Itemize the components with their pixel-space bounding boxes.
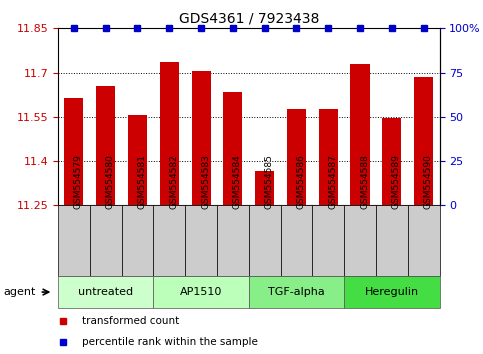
Text: GSM554590: GSM554590	[424, 154, 433, 209]
Text: GSM554588: GSM554588	[360, 154, 369, 209]
Bar	[383, 118, 401, 205]
FancyBboxPatch shape	[122, 205, 154, 276]
FancyBboxPatch shape	[281, 205, 313, 276]
Text: GSM554579: GSM554579	[74, 154, 83, 209]
Text: untreated: untreated	[78, 287, 133, 297]
FancyBboxPatch shape	[344, 276, 440, 308]
Bar	[223, 92, 242, 205]
Bar	[64, 98, 84, 205]
FancyBboxPatch shape	[313, 205, 344, 276]
Text: percentile rank within the sample: percentile rank within the sample	[82, 337, 258, 348]
Bar	[287, 109, 306, 205]
Title: GDS4361 / 7923438: GDS4361 / 7923438	[179, 12, 319, 26]
FancyBboxPatch shape	[344, 205, 376, 276]
FancyBboxPatch shape	[58, 205, 90, 276]
Bar	[192, 71, 211, 205]
Bar	[96, 86, 115, 205]
Bar	[414, 77, 433, 205]
FancyBboxPatch shape	[249, 276, 344, 308]
FancyBboxPatch shape	[58, 276, 154, 308]
Bar	[128, 115, 147, 205]
Text: Heregulin: Heregulin	[365, 287, 419, 297]
Bar	[255, 171, 274, 205]
Text: GSM554582: GSM554582	[169, 154, 178, 209]
Text: GSM554580: GSM554580	[106, 154, 114, 209]
Text: GSM554585: GSM554585	[265, 154, 274, 209]
Text: GSM554587: GSM554587	[328, 154, 337, 209]
Text: TGF-alpha: TGF-alpha	[268, 287, 325, 297]
FancyBboxPatch shape	[249, 205, 281, 276]
Text: GSM554581: GSM554581	[138, 154, 146, 209]
FancyBboxPatch shape	[154, 276, 249, 308]
Text: GSM554586: GSM554586	[297, 154, 305, 209]
Bar	[351, 64, 369, 205]
FancyBboxPatch shape	[154, 205, 185, 276]
Text: GSM554589: GSM554589	[392, 154, 401, 209]
Text: transformed count: transformed count	[82, 316, 179, 326]
FancyBboxPatch shape	[376, 205, 408, 276]
Text: agent: agent	[3, 287, 35, 297]
Text: GSM554584: GSM554584	[233, 154, 242, 209]
FancyBboxPatch shape	[185, 205, 217, 276]
FancyBboxPatch shape	[217, 205, 249, 276]
FancyBboxPatch shape	[90, 205, 122, 276]
FancyBboxPatch shape	[408, 205, 440, 276]
Bar	[160, 62, 179, 205]
Text: GSM554583: GSM554583	[201, 154, 210, 209]
Bar	[319, 109, 338, 205]
Text: AP1510: AP1510	[180, 287, 222, 297]
